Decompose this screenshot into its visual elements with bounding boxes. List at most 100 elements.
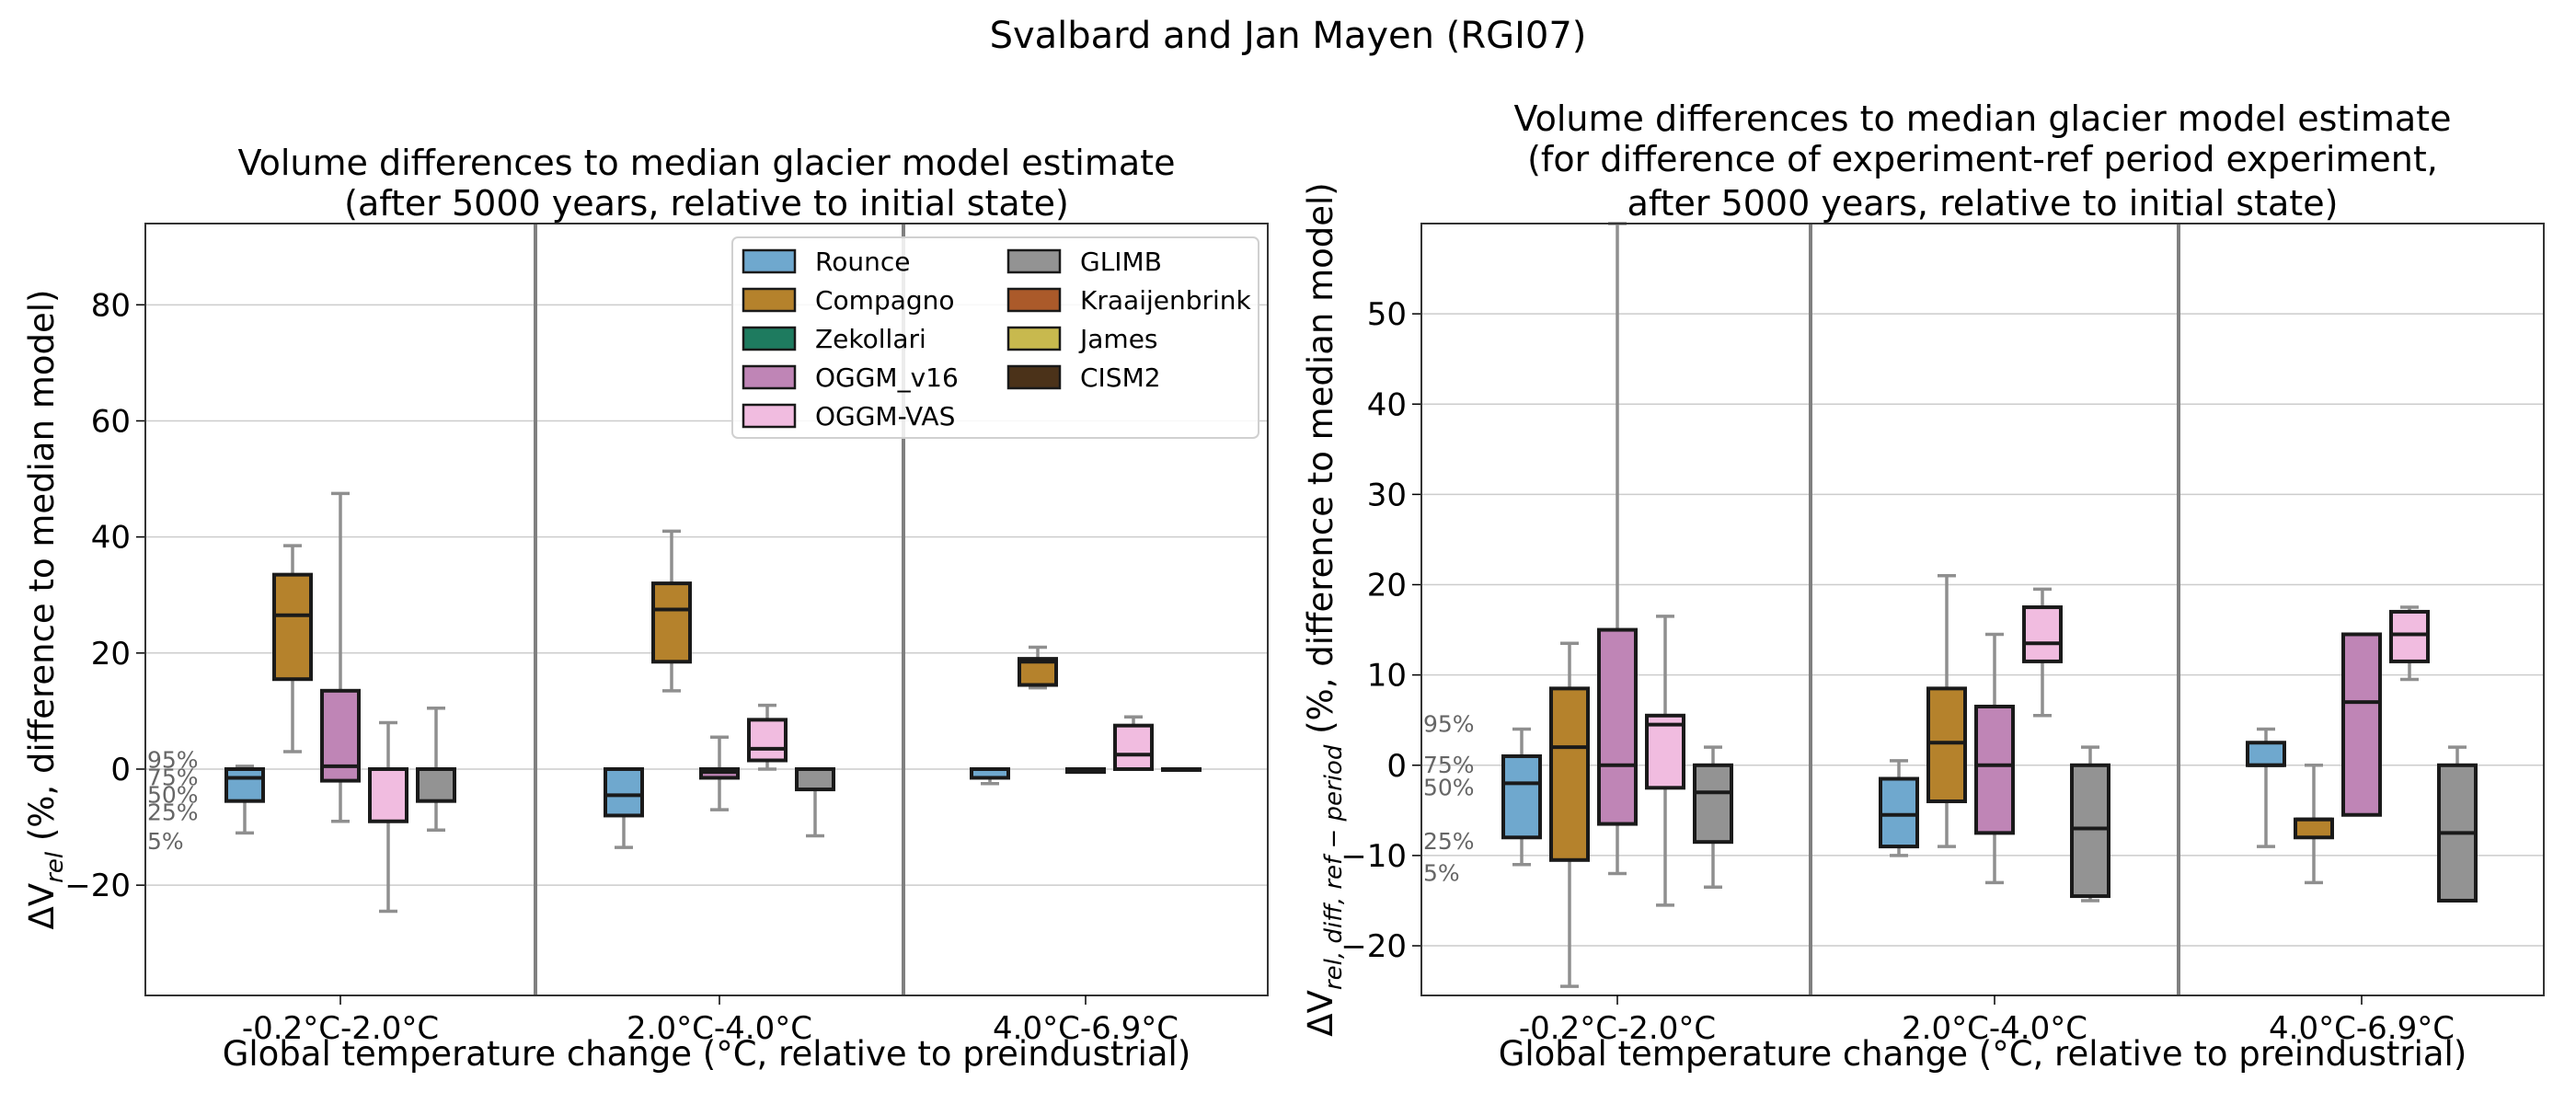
legend-swatch [1006,364,1062,390]
box-rounce [1879,759,1919,857]
legend-item-glimb: GLIMB [1006,247,1162,277]
left-ylabel: ΔVrel (%, difference to median model) [22,290,69,930]
left-ytick-label: 60 [91,403,131,440]
legend-item-kraaijenbrink: Kraaijenbrink [1006,285,1252,316]
box-glimb [795,766,835,838]
box-iqr [1597,627,1638,826]
left-category-label: 2.0°C-4.0°C [627,1010,812,1047]
panel-left-percentile-labels: 95%75%50%25% 5% [147,747,199,855]
box-iqr [224,766,265,803]
right-axes-frame [1420,223,2545,996]
box-iqr [272,572,313,682]
left-category-label: 4.0°C-6.9°C [993,1010,1179,1047]
ylabel-text: (%, difference to median model) [22,290,62,852]
box-glimb [2437,745,2478,903]
box-compagno [1549,641,1590,988]
box-iqr [2294,817,2334,840]
legend-frame [731,236,1259,439]
box-oggm-v16 [1597,222,1638,876]
legend-item-oggm-v16: OGGM_v16 [742,362,959,393]
box-oggm-vas [368,720,408,914]
box-rounce [1501,727,1542,867]
panel-right-boxes [1501,222,2478,988]
ylabel-text: (%, difference to median model) [1301,182,1340,744]
box-compagno [2294,764,2334,885]
box-compagno [272,544,313,753]
box-compagno [1926,573,1967,848]
box-oggm-vas [747,703,788,771]
right-ytick-label: 50 [1367,296,1407,333]
panel-left-title: Volume differences to median glacier mod… [238,143,1176,224]
legend-label: GLIMB [1080,247,1162,277]
box-oggm-vas [1645,615,1685,907]
box-iqr [747,718,788,763]
left-title-line: Volume differences to median glacier mod… [238,143,1176,183]
legend-swatch [1006,248,1062,274]
legend-item-cism2: CISM2 [1006,362,1161,393]
legend-item-oggm-vas: OGGM-VAS [742,401,955,431]
left-axes-frame [144,223,1269,996]
panel-left-axes: −20 0 20 40 60 80 -0.2°C-2.0°C 2.0°C-4.0°C 4.0°C… [22,223,1269,1074]
legend-label: James [1078,324,1158,354]
panel-right-axes: −20 −10 0 10 20 30 40 50 -0.2°C-2.0°C 2.0°C-4.0°C… [1301,182,2545,1074]
right-percentile-label: 25% [1423,828,1475,855]
legend-item-james: James [1006,324,1158,354]
right-ytick-label: −20 [1340,928,1407,965]
left-percentile-label: 5% [147,828,184,855]
legend: Rounce Compagno Zekollari OGGM_v16 OGGM-VAS G… [731,236,1259,439]
box-iqr [416,766,456,803]
panel-left-boxes [224,491,1202,914]
suptitle: Svalbard and Jan Mayen (RGI07) [990,15,1587,57]
legend-item-rounce: Rounce [742,247,910,277]
box-rounce [224,765,265,835]
panel-right-dividers [1809,224,2180,995]
box-oggm-vas [2022,587,2063,718]
right-percentile-label: 50% [1423,774,1475,800]
legend-swatch [1006,326,1062,351]
box-iqr [1549,686,1590,862]
left-ytick-label: 0 [110,752,131,788]
right-category-label: -0.2°C-2.0°C [1519,1010,1716,1047]
right-category-label: 4.0°C-6.9°C [2269,1010,2455,1047]
box-oggm-v16 [2341,632,2382,817]
right-ytick-label: 10 [1367,658,1407,695]
legend-label: Compagno [815,285,955,316]
legend-label: Rounce [815,247,910,277]
right-ytick-label: −10 [1340,838,1407,875]
box-oggm-vas [1113,715,1154,771]
box-oggm-vas [2389,605,2430,682]
box-compagno [651,529,692,693]
legend-label: OGGM_v16 [815,362,959,393]
ylabel-subscript: rel [41,851,69,883]
legend-swatch [742,287,797,313]
ylabel-symbol: ΔV [1301,990,1340,1037]
left-percentile-label: 75% [147,764,199,790]
box-iqr [651,581,692,664]
legend-label: Zekollari [815,324,926,354]
box-oggm-v16 [320,491,361,823]
box-glimb [1693,745,1733,889]
right-ytick-label: 40 [1367,386,1407,423]
box-iqr [604,766,644,818]
panel-left: Volume differences to median glacier mod… [22,143,1269,1074]
right-xlabel: Global temperature change (°C, relative … [1499,1034,2467,1074]
left-percentile-label: 25% [147,799,199,825]
right-ytick-label: 0 [1386,748,1407,785]
left-ytick-label: 80 [91,287,131,324]
panel-right-title: Volume differences to median glacier mod… [1514,98,2452,224]
box-iqr [2022,605,2063,663]
legend-label: OGGM-VAS [815,401,955,431]
box-iqr [1693,763,1733,845]
box-oggm-v16 [1974,632,2015,885]
box-iqr [1974,704,2015,835]
box-glimb [2070,745,2110,903]
box-iqr [1645,713,1685,790]
left-xlabel: Global temperature change (°C, relative … [223,1034,1191,1074]
legend-item-zekollari: Zekollari [742,324,926,354]
right-title-line: after 5000 years, relative to initial st… [1627,183,2339,224]
left-percentile-label: 50% [147,781,199,808]
left-category-label: -0.2°C-2.0°C [242,1010,439,1047]
box-iqr [1926,686,1967,804]
right-percentile-label: 95% [1423,711,1475,738]
